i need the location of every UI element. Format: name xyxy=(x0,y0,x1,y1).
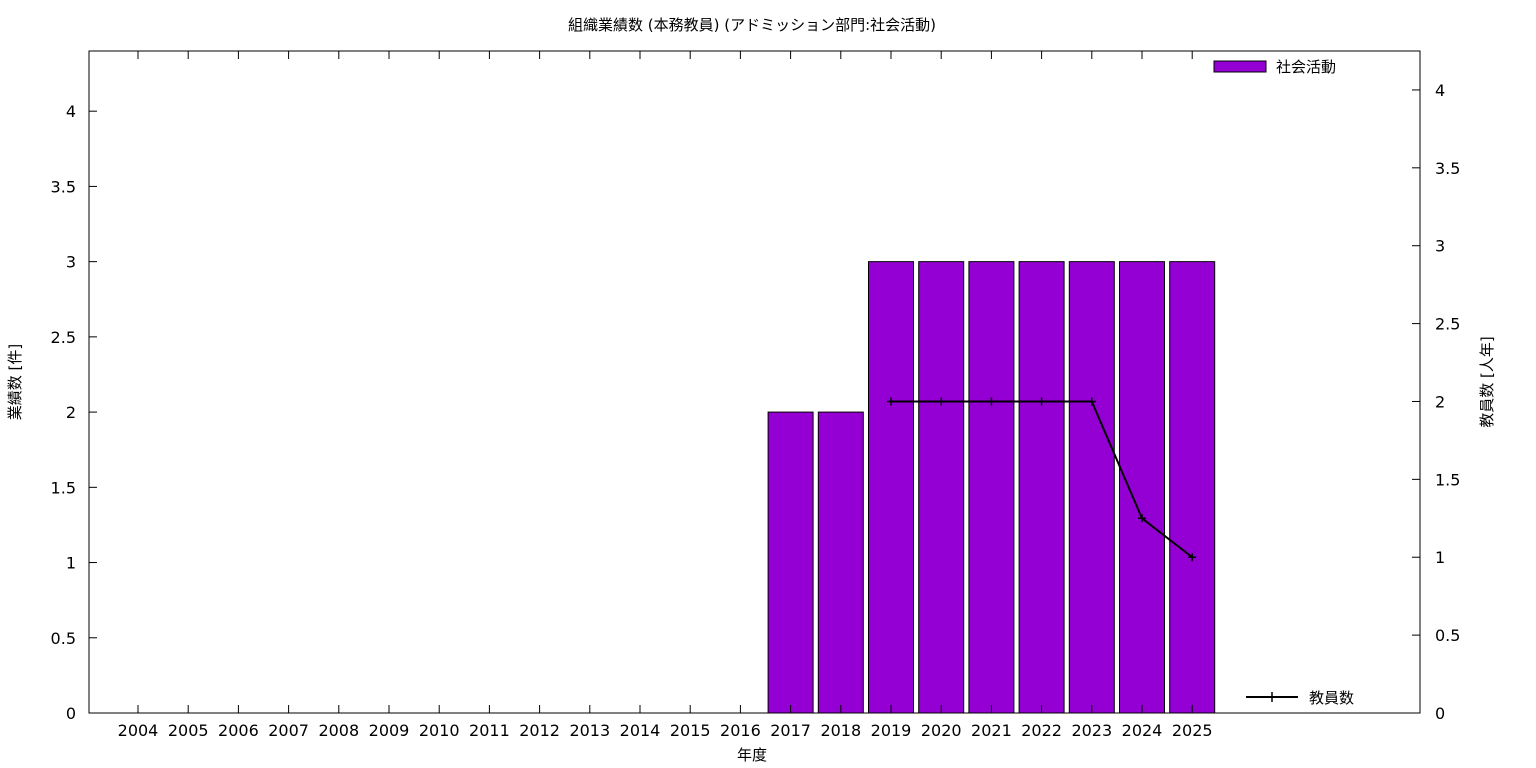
y-tick-label: 0 xyxy=(66,704,76,723)
x-tick-label: 2015 xyxy=(670,721,711,740)
x-tick-label: 2009 xyxy=(369,721,410,740)
x-tick-label: 2022 xyxy=(1021,721,1062,740)
x-tick-label: 2008 xyxy=(318,721,359,740)
line-point-2024 xyxy=(1138,514,1146,523)
y-tick-label: 1 xyxy=(66,554,76,573)
bar-2024 xyxy=(1119,261,1165,714)
x-tick-label: 2020 xyxy=(921,721,962,740)
bar-2019 xyxy=(868,261,914,714)
line-point-2019 xyxy=(887,397,895,406)
bar-2025 xyxy=(1169,261,1216,714)
x-tick-label: 2014 xyxy=(620,721,661,740)
y2-tick-label: 2.5 xyxy=(1435,315,1460,334)
y2-tick-label: 0.5 xyxy=(1435,626,1460,645)
y2-tick-label: 2 xyxy=(1435,392,1445,411)
line-point-2025 xyxy=(1188,553,1197,562)
y2-tick-label: 3.5 xyxy=(1435,159,1460,178)
y-tick-label: 2.5 xyxy=(51,328,76,347)
bar-2020 xyxy=(918,261,965,714)
legend-bar-swatch xyxy=(1213,60,1267,73)
x-tick-label: 2025 xyxy=(1172,721,1213,740)
bar-2022 xyxy=(1018,261,1065,714)
y-axis-label: 業績数 [件] xyxy=(6,344,24,420)
line-point-2021 xyxy=(987,397,996,406)
x-tick-label: 2010 xyxy=(419,721,460,740)
line-point-2020 xyxy=(937,397,946,406)
y-tick-label: 4 xyxy=(66,102,76,121)
legend-line-label: 教員数 xyxy=(1309,689,1354,707)
y2-tick-label: 4 xyxy=(1435,81,1445,100)
x-tick-label: 2016 xyxy=(720,721,761,740)
bar-2023 xyxy=(1068,261,1115,714)
x-axis-label: 年度 xyxy=(737,746,767,764)
y2-axis-label: 教員数 [人年] xyxy=(1478,336,1496,427)
y-tick-label: 3.5 xyxy=(51,177,76,196)
y2-tick-label: 3 xyxy=(1435,237,1445,256)
y-tick-label: 2 xyxy=(66,403,76,422)
y-tick-label: 3 xyxy=(66,253,76,272)
x-tick-label: 2024 xyxy=(1122,721,1163,740)
y2-tick-label: 1.5 xyxy=(1435,470,1460,489)
x-tick-label: 2021 xyxy=(971,721,1012,740)
x-tick-label: 2006 xyxy=(218,721,259,740)
line-point-2022 xyxy=(1037,397,1046,406)
y2-tick-label: 1 xyxy=(1435,548,1445,567)
x-tick-label: 2017 xyxy=(770,721,811,740)
x-tick-label: 2007 xyxy=(268,721,309,740)
line-layer xyxy=(887,397,1197,562)
y2-ticks-group: 0 0.5 1 1.5 2 2.5 3 3.5 4 xyxy=(1412,81,1460,723)
legend-bar: 社会活動 xyxy=(1213,58,1336,76)
x-tick-label: 2005 xyxy=(168,721,209,740)
line-point-2023 xyxy=(1087,397,1096,406)
y-ticks-group: 0 0.5 1 1.5 2 2.5 3 3.5 4 xyxy=(51,102,97,723)
legend-line: 教員数 xyxy=(1246,689,1354,707)
y2-tick-label: 0 xyxy=(1435,704,1445,723)
x-tick-label: 2013 xyxy=(569,721,610,740)
x-tick-label: 2011 xyxy=(469,721,510,740)
bars-group xyxy=(767,261,1216,714)
x-tick-label: 2023 xyxy=(1071,721,1112,740)
bar-2017 xyxy=(767,411,814,714)
x-tick-label: 2018 xyxy=(820,721,861,740)
x-tick-label: 2004 xyxy=(118,721,159,740)
bar-2021 xyxy=(968,261,1015,714)
x-ticks-group: 2004 2005 2006 2007 2008 2009 2010 2011 2012 2013… xyxy=(118,51,1213,740)
bar-2018 xyxy=(817,411,864,714)
x-tick-label: 2012 xyxy=(519,721,560,740)
plot-frame xyxy=(88,50,1421,714)
y-tick-label: 1.5 xyxy=(51,478,76,497)
x-tick-label: 2019 xyxy=(871,721,912,740)
legend-bar-label: 社会活動 xyxy=(1276,58,1336,76)
y-tick-label: 0.5 xyxy=(51,629,76,648)
chart-title: 組織業績数 (本務教員) (アドミッション部門:社会活動) xyxy=(568,16,936,34)
